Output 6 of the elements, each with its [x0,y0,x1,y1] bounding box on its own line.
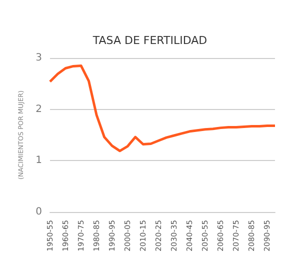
y-tick-label: 2 [36,104,42,115]
y-tick-label: 0 [36,206,42,218]
line-series [48,64,276,152]
y-tick-label: 3 [36,52,42,64]
chart-title: TASA DE FERTILIDAD [92,34,208,47]
y-tick-label: 1 [36,155,42,166]
